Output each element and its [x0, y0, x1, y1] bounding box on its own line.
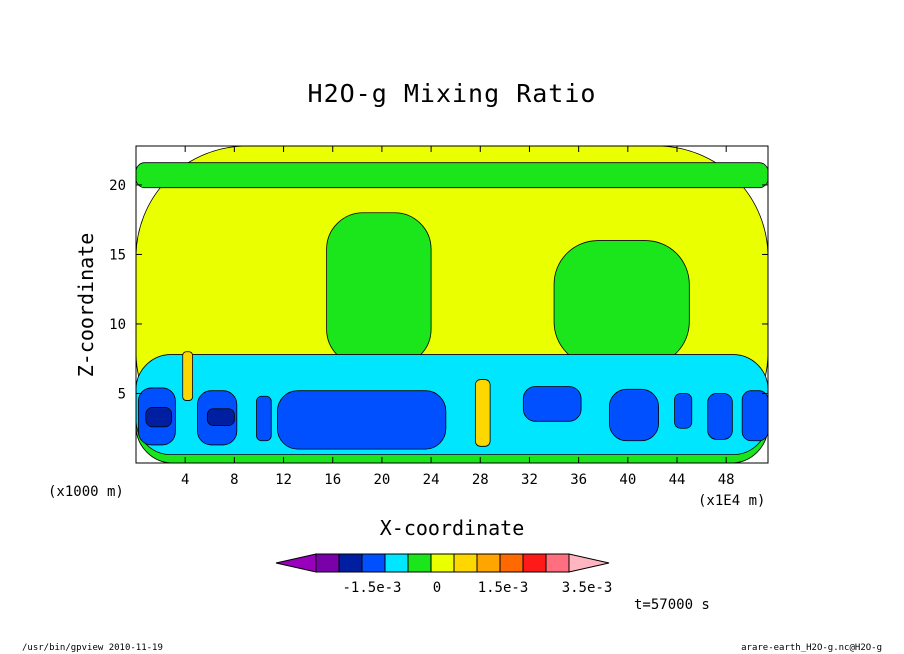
contour-region-blue [256, 395, 272, 442]
colorbar-label: -1.5e-3 [342, 580, 401, 596]
colorbar-swatch [361, 553, 386, 573]
colorbar-swatch [453, 553, 478, 573]
colorbar-label: 3.5e-3 [562, 580, 613, 596]
x-tick-label: 48 [718, 472, 735, 488]
contour-region-blue [522, 386, 582, 422]
y-tick-label: 5 [118, 386, 126, 402]
colorbar: -1.5e-3 0 1.5e-3 3.5e-3 [275, 553, 613, 596]
y-tick-label: 20 [109, 178, 126, 194]
colorbar-swatch [476, 553, 501, 573]
contour-region-blue [707, 393, 733, 440]
plot-frame [135, 145, 769, 464]
contour-region-blue [674, 393, 693, 429]
x-axis-label: X-coordinate [380, 516, 525, 540]
x-tick-label: 28 [472, 472, 489, 488]
x-axis: 4 8 12 16 20 24 28 32 36 40 44 48 [181, 146, 735, 488]
colorbar-label: 1.5e-3 [478, 580, 529, 596]
x-tick-label: 20 [373, 472, 390, 488]
x-tick-label: 40 [619, 472, 636, 488]
y-tick-label: 10 [109, 317, 126, 333]
contour-region-blue [741, 390, 768, 442]
contour-region-green [136, 162, 768, 189]
colorbar-swatch [499, 553, 524, 573]
contour-region-darkblue [145, 406, 173, 428]
colorbar-swatch [407, 553, 432, 573]
colorbar-swatch [522, 553, 547, 573]
colorbar-right-arrow [568, 553, 610, 573]
x-tick-label: 24 [423, 472, 440, 488]
x-tick-label: 32 [521, 472, 538, 488]
time-label: t=57000 s [634, 597, 710, 613]
chart-title: H2O-g Mixing Ratio [308, 79, 597, 108]
z-unit-label: (x1000 m) [48, 484, 124, 500]
contour-region-darkblue [206, 408, 235, 426]
colorbar-swatch [315, 553, 340, 573]
x-tick-label: 16 [324, 472, 341, 488]
x-tick-label: 44 [669, 472, 686, 488]
x-tick-label: 12 [275, 472, 292, 488]
colorbar-label: 0 [433, 580, 441, 596]
y-axis-label: Z-coordinate [74, 233, 98, 378]
colorbar-swatch [338, 553, 363, 573]
x-tick-label: 8 [230, 472, 238, 488]
contour-region-green [326, 212, 432, 367]
contour-region-blue [608, 388, 659, 442]
footer-right: arare-earth_H2O-g.nc@H2O-g [741, 643, 882, 653]
x-tick-label: 36 [570, 472, 587, 488]
colorbar-left-arrow [275, 553, 317, 573]
y-axis: 5 10 15 20 [109, 178, 768, 402]
x-tick-label: 4 [181, 472, 189, 488]
x-unit-label: (x1E4 m) [698, 493, 765, 509]
contour-region-green [553, 240, 690, 367]
colorbar-swatch [430, 553, 455, 573]
colorbar-swatch [545, 553, 570, 573]
contour-region-gold [474, 379, 491, 447]
footer-left: /usr/bin/gpview 2010-11-19 [22, 643, 163, 653]
colorbar-swatch [384, 553, 409, 573]
contour-region-blue [277, 390, 447, 450]
y-tick-label: 15 [109, 247, 126, 263]
contour-region-gold [182, 351, 193, 401]
